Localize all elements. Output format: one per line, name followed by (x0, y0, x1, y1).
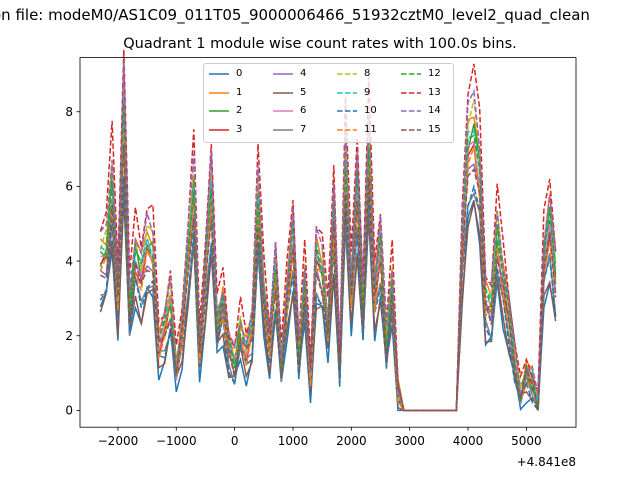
legend-label: 4 (300, 68, 307, 79)
series-line-2 (99, 112, 557, 412)
series-line-9 (99, 95, 557, 412)
y-tick-label: 0 (65, 404, 73, 418)
legend-label: 10 (364, 105, 377, 116)
series-line-3 (99, 120, 557, 412)
y-tick-label: 6 (65, 180, 73, 194)
x-axis: −2000 −1000 0 1000 2000 3000 4000 5000 (98, 427, 542, 448)
legend-label: 2 (236, 105, 243, 116)
legend-swatch (273, 73, 293, 75)
y-tick-label: 4 (65, 254, 73, 268)
legend-label: 7 (300, 123, 307, 135)
series-line-6 (100, 110, 557, 412)
x-offset-label: +4.841e8 (517, 455, 576, 469)
legend-swatch (401, 73, 421, 75)
series-line-4 (99, 137, 557, 412)
series-line-11 (99, 128, 557, 412)
x-tick-label: −2000 (98, 434, 139, 448)
series-line-10 (99, 176, 557, 413)
legend-swatch (209, 73, 229, 75)
series-line-12 (99, 102, 557, 412)
legend-label: 5 (300, 86, 307, 98)
legend-swatch (209, 91, 229, 94)
legend-swatch (337, 128, 357, 131)
y-tick-label: 2 (65, 329, 73, 343)
legend-swatch (337, 110, 357, 112)
x-tick-label: −1000 (156, 434, 197, 448)
axes-frame (79, 57, 577, 428)
legend-label: 3 (236, 123, 243, 135)
legend-label: 14 (428, 105, 441, 116)
legend-swatch (401, 110, 421, 112)
legend-label: 0 (236, 68, 243, 79)
x-tick-label: 3000 (394, 434, 425, 448)
legend-label: 11 (364, 123, 377, 135)
legend-label: 12 (428, 68, 441, 79)
x-tick-label: 1000 (278, 434, 309, 448)
y-tick-label: 8 (65, 105, 73, 119)
plot-lines (99, 49, 557, 413)
legend-label: 1 (236, 86, 243, 98)
x-tick-label: 4000 (453, 434, 484, 448)
legend-swatch (273, 110, 293, 112)
chart-title: Quadrant 1 module wise count rates with … (123, 36, 517, 52)
legend-label: 8 (364, 68, 371, 79)
legend-swatch (273, 128, 293, 131)
legend: 0 1 2 3 4 5 6 7 8 9 10 11 12 13 14 15 (203, 63, 454, 143)
x-tick-label: 2000 (336, 434, 367, 448)
x-tick-label: 5000 (511, 434, 542, 448)
legend-swatch (401, 91, 421, 94)
legend-swatch (337, 91, 357, 94)
legend-swatch (209, 110, 229, 112)
series-line-15 (100, 145, 557, 412)
legend-label: 6 (300, 105, 307, 116)
legend-swatch (337, 73, 357, 75)
x-tick-label: 0 (231, 434, 239, 448)
suptitle-text: on file: modeM0/AS1C09_011T05_9000006466… (0, 6, 590, 24)
legend-label: 15 (428, 123, 441, 135)
legend-swatch (401, 128, 421, 131)
legend-swatch (273, 91, 293, 94)
y-axis: 0 2 4 6 8 (65, 105, 80, 418)
legend-label: 13 (428, 86, 441, 98)
legend-swatch (209, 128, 229, 131)
legend-label: 9 (364, 86, 371, 98)
